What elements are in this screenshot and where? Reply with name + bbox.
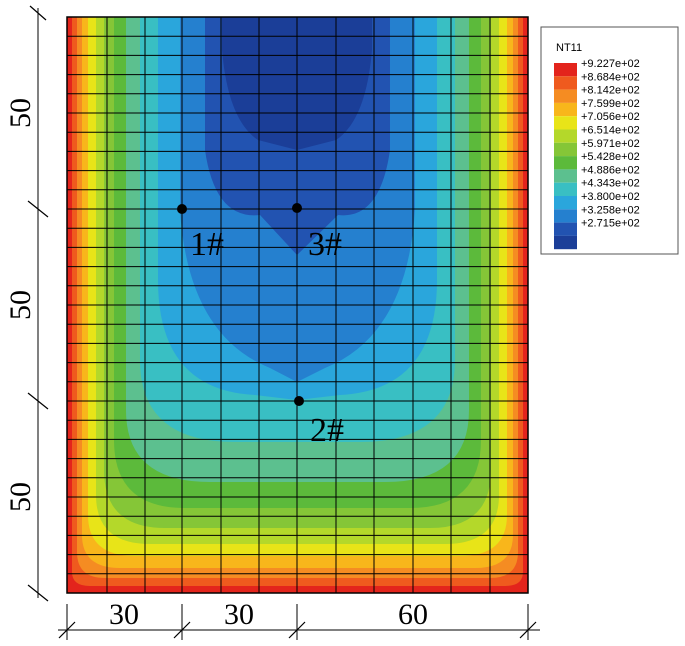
vertical-dim-label-top: 50 [4,98,37,128]
legend-swatch [554,169,577,183]
vertical-dimension: 50 50 50 [4,5,49,602]
point-label-1: 1# [190,226,224,263]
legend-label: +2.715e+02 [581,218,640,230]
legend-swatch [554,142,577,157]
vertical-dim-label-bottom: 50 [4,482,37,512]
legend-label: +7.056e+02 [581,111,640,123]
legend-label: +6.514e+02 [581,125,640,137]
horizontal-tick [519,621,537,639]
point-marker-2 [294,396,304,406]
contour-map [67,17,528,593]
legend-swatch [554,129,577,143]
legend-label: +4.343e+02 [581,178,640,190]
legend-label: +7.599e+02 [581,98,640,110]
legend-labels: +9.227e+02+8.684e+02 +8.142e+02+7.599e+02… [581,58,640,230]
horizontal-tick [173,621,191,639]
legend-swatch [554,76,577,90]
legend-title: NT11 [556,42,582,54]
point-marker-1 [177,204,187,214]
measurement-points: 1# 3# 2# [177,203,344,449]
legend-swatch [554,156,577,170]
legend-label: +8.684e+02 [581,71,640,83]
point-label-2: 2# [310,412,344,449]
legend-swatch [554,222,577,236]
legend-label: +5.428e+02 [581,151,640,163]
legend-label: +4.886e+02 [581,164,640,176]
legend-swatch [554,63,577,77]
vertical-tick [27,200,49,218]
legend-label: +3.258e+02 [581,204,640,216]
vertical-dim-label-middle: 50 [4,290,37,320]
legend-label: +8.142e+02 [581,85,640,97]
legend-swatch [554,116,577,130]
point-marker-3 [292,203,302,213]
legend-swatch [554,209,577,223]
vertical-tick [27,392,49,410]
legend-swatch [554,235,577,250]
legend-swatch [554,196,577,210]
horizontal-tick [288,621,306,639]
horizontal-dim-label-right: 60 [398,598,428,631]
legend-swatch [554,89,577,103]
legend-swatches [554,63,577,250]
horizontal-dim-label-middle: 30 [224,598,254,631]
legend-label: +3.800e+02 [581,191,640,203]
horizontal-tick [58,621,76,639]
point-label-3: 3# [308,226,342,263]
vertical-tick [29,5,47,21]
legend: NT11 +9.227e+02+8.684e+02 +8.142e+02+7.59… [540,26,679,255]
vertical-tick [27,584,49,602]
horizontal-dimension: 30 30 60 [58,598,540,640]
legend-label: +9.227e+02 [581,58,640,70]
legend-label: +5.971e+02 [581,138,640,150]
plot-border [66,16,529,594]
legend-swatch [554,182,577,196]
horizontal-dim-label-left: 30 [109,598,139,631]
legend-swatch [554,102,577,117]
